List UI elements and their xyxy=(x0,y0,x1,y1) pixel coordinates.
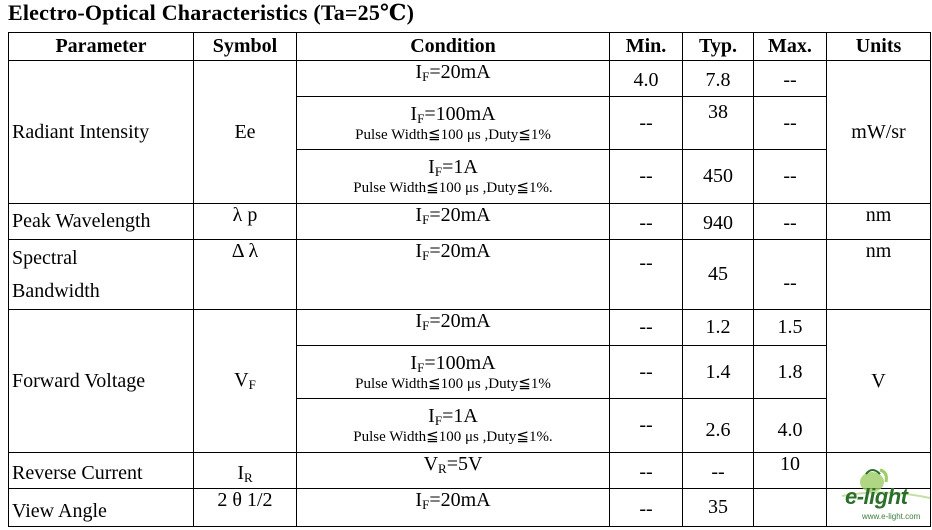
forward-typ-2: 1.4 xyxy=(682,345,754,399)
radiant-typ-1: 7.8 xyxy=(682,60,754,97)
reverse-min: -- xyxy=(609,452,683,489)
reverse-parameter: Reverse Current xyxy=(8,452,194,489)
table-row: View Angle 2 θ 1/2 IF=20mA -- 35 xyxy=(8,488,931,527)
radiant-units: mW/sr xyxy=(826,60,931,204)
logo-name: e-light xyxy=(845,484,908,509)
forward-min-1: -- xyxy=(609,309,683,346)
forward-max-3: 4.0 xyxy=(753,398,827,453)
forward-units: V xyxy=(826,309,931,453)
forward-symbol: VF xyxy=(193,309,297,453)
spectral-min: -- xyxy=(609,239,683,310)
peak-units: nm xyxy=(826,203,931,240)
table-row: IF=100mA Pulse Width≦100 μs ,Duty≦1% -- 3… xyxy=(9,96,931,150)
spectral-units: nm xyxy=(826,239,931,310)
table-row: IF=1A Pulse Width≦100 μs ,Duty≦1%. -- 2.6… xyxy=(9,398,931,453)
table-row: IF=1A Pulse Width≦100 μs ,Duty≦1%. -- 450… xyxy=(9,149,931,204)
view-min: -- xyxy=(609,488,683,527)
radiant-condition-2: IF=100mA Pulse Width≦100 μs ,Duty≦1% xyxy=(296,96,610,150)
view-symbol: 2 θ 1/2 xyxy=(193,488,297,527)
e-light-logo-icon xyxy=(841,468,931,499)
peak-max: -- xyxy=(753,203,827,240)
peak-symbol: λ p xyxy=(193,203,297,240)
spectral-max: -- xyxy=(753,239,827,310)
table-row: Spectral Bandwidth Δ λ IF=20mA -- 45 -- n… xyxy=(8,239,931,310)
radiant-condition-1: IF=20mA xyxy=(296,60,610,97)
forward-typ-3: 2.6 xyxy=(682,398,754,453)
peak-typ: 940 xyxy=(682,203,754,240)
forward-min-2: -- xyxy=(609,345,683,399)
view-parameter: View Angle xyxy=(8,488,194,527)
spectral-condition: IF=20mA xyxy=(296,239,610,310)
forward-condition-2: IF=100mA Pulse Width≦100 μs ,Duty≦1% xyxy=(296,345,610,399)
radiant-typ-3: 450 xyxy=(682,149,754,204)
peak-min: -- xyxy=(609,203,683,240)
reverse-symbol: IR xyxy=(193,452,297,489)
header-typ: Typ. xyxy=(682,32,754,61)
reverse-condition: VR=5V xyxy=(296,452,610,489)
radiant-min-1: 4.0 xyxy=(609,60,683,97)
forward-condition-3: IF=1A Pulse Width≦100 μs ,Duty≦1%. xyxy=(296,398,610,453)
radiant-max-1: -- xyxy=(753,60,827,97)
radiant-min-3: -- xyxy=(609,149,683,204)
peak-parameter: Peak Wavelength xyxy=(8,203,194,240)
radiant-min-2: -- xyxy=(609,96,683,150)
radiant-symbol: Ee xyxy=(193,60,297,204)
forward-max-2: 1.8 xyxy=(753,345,827,399)
view-typ: 35 xyxy=(682,488,754,527)
view-condition: IF=20mA xyxy=(296,488,610,527)
spectral-parameter: Spectral Bandwidth xyxy=(8,239,194,310)
radiant-max-3: -- xyxy=(753,149,827,204)
spectral-typ: 45 xyxy=(682,239,754,310)
peak-condition: IF=20mA xyxy=(296,203,610,240)
table-row: Peak Wavelength λ p IF=20mA -- 940 -- nm xyxy=(8,203,931,240)
forward-max-1: 1.5 xyxy=(753,309,827,346)
header-symbol: Symbol xyxy=(193,32,297,61)
logo-url: www.e-light.com xyxy=(862,512,921,521)
radiant-typ-2: 38 xyxy=(682,96,754,150)
radiant-parameter: Radiant Intensity xyxy=(8,60,194,204)
reverse-typ: -- xyxy=(682,452,754,489)
page-title: Electro-Optical Characteristics (Ta=25℃) xyxy=(8,0,415,25)
header-units: Units xyxy=(826,32,931,61)
forward-typ-1: 1.2 xyxy=(682,309,754,346)
header-max: Max. xyxy=(753,32,827,61)
spectral-symbol: Δ λ xyxy=(193,239,297,310)
forward-condition-1: IF=20mA xyxy=(296,309,610,346)
table-row: Radiant Intensity Ee IF=20mA 4.0 7.8 -- … xyxy=(8,60,931,204)
table-row: IF=100mA Pulse Width≦100 μs ,Duty≦1% -- 1… xyxy=(9,345,931,399)
header-row: Parameter Symbol Condition Min. Typ. Max… xyxy=(8,32,931,61)
forward-parameter: Forward Voltage xyxy=(8,309,194,453)
header-min: Min. xyxy=(609,32,683,61)
radiant-max-2: -- xyxy=(753,96,827,150)
reverse-max: 10 xyxy=(753,452,827,489)
table-row: Reverse Current IR VR=5V -- -- 10 xyxy=(8,452,931,489)
radiant-condition-3: IF=1A Pulse Width≦100 μs ,Duty≦1%. xyxy=(296,149,610,204)
table-row: Forward Voltage VF IF=20mA -- 1.2 1.5 V xyxy=(8,309,931,453)
header-parameter: Parameter xyxy=(8,32,194,61)
electro-optical-table: Parameter Symbol Condition Min. Typ. Max… xyxy=(8,32,931,527)
view-max xyxy=(753,488,827,527)
header-condition: Condition xyxy=(296,32,610,61)
forward-min-3: -- xyxy=(609,398,683,453)
